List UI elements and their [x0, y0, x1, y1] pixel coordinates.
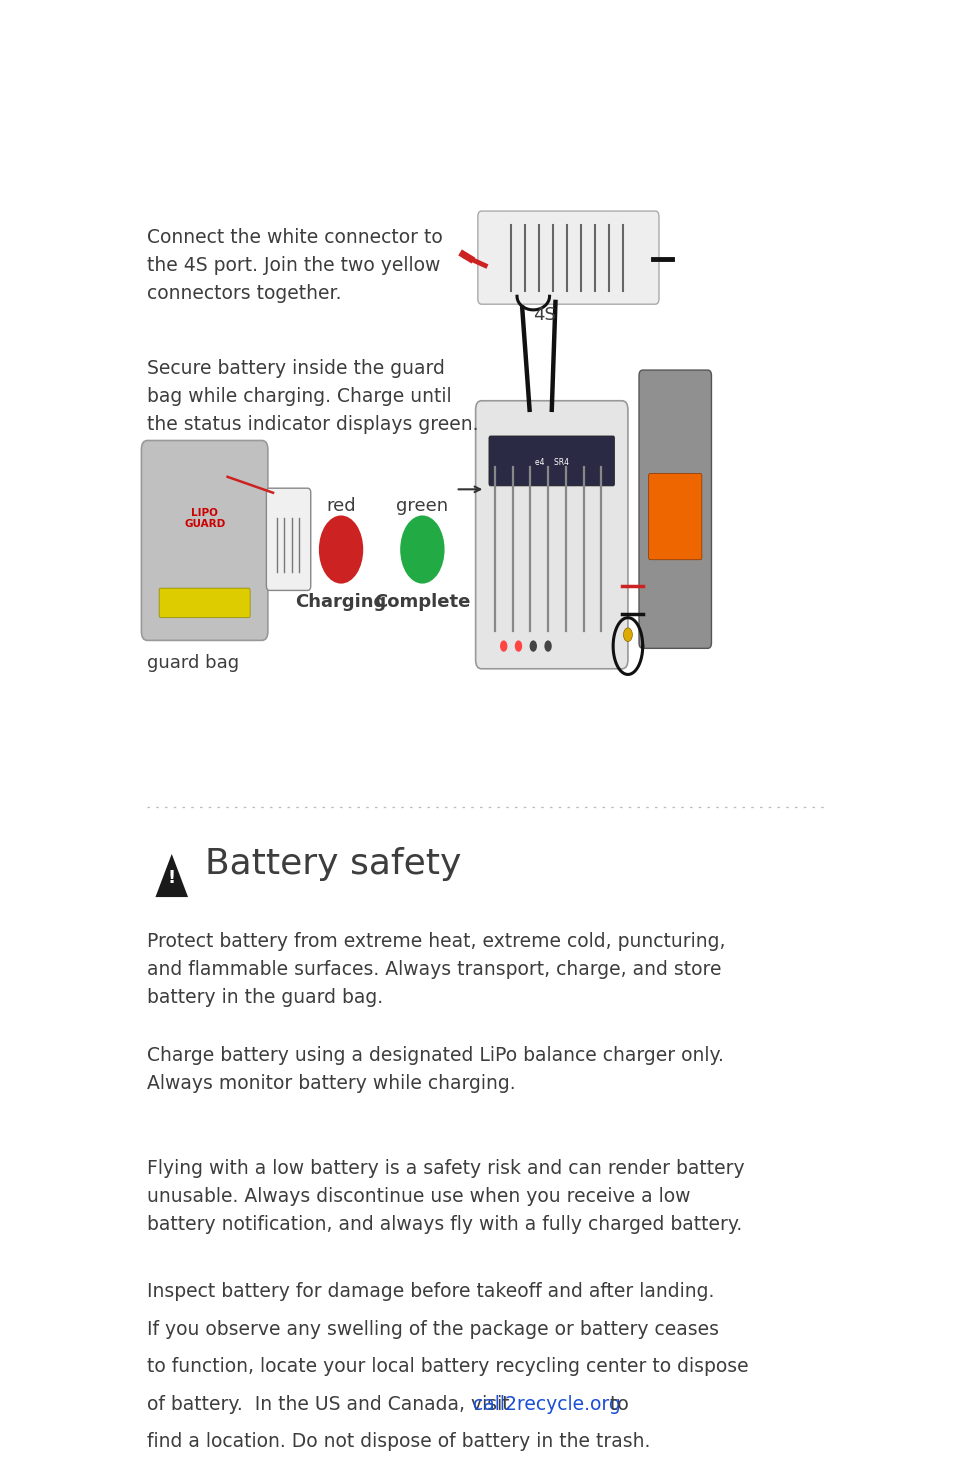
Circle shape	[544, 640, 551, 652]
Text: Secure battery inside the guard
bag while charging. Charge until
the status indi: Secure battery inside the guard bag whil…	[147, 358, 478, 434]
FancyBboxPatch shape	[476, 401, 627, 668]
FancyBboxPatch shape	[266, 488, 311, 590]
Circle shape	[318, 515, 363, 584]
FancyBboxPatch shape	[159, 589, 250, 618]
Text: green: green	[395, 497, 448, 515]
Text: to: to	[603, 1394, 628, 1413]
Circle shape	[400, 515, 444, 584]
Text: Protect battery from extreme heat, extreme cold, puncturing,
and flammable surfa: Protect battery from extreme heat, extre…	[147, 932, 725, 1007]
Text: e4    SR4: e4 SR4	[535, 457, 568, 466]
Circle shape	[499, 640, 507, 652]
Circle shape	[529, 640, 537, 652]
FancyBboxPatch shape	[141, 441, 268, 640]
Text: Charge battery using a designated LiPo balance charger only.
Always monitor batt: Charge battery using a designated LiPo b…	[147, 1046, 723, 1093]
FancyBboxPatch shape	[477, 211, 659, 304]
Text: Connect the white connector to
the 4S port. Join the two yellow
connectors toget: Connect the white connector to the 4S po…	[147, 229, 442, 302]
FancyBboxPatch shape	[639, 370, 711, 649]
Text: 4S: 4S	[533, 307, 556, 324]
Text: !: !	[168, 869, 175, 886]
FancyBboxPatch shape	[488, 437, 614, 485]
Text: red: red	[326, 497, 355, 515]
FancyBboxPatch shape	[648, 473, 701, 559]
Text: Inspect battery for damage before takeoff and after landing.: Inspect battery for damage before takeof…	[147, 1282, 714, 1301]
Circle shape	[515, 640, 521, 652]
Polygon shape	[155, 854, 188, 897]
Text: Complete: Complete	[374, 593, 470, 611]
Text: of battery.  In the US and Canada, visit: of battery. In the US and Canada, visit	[147, 1394, 516, 1413]
Text: to function, locate your local battery recycling center to dispose: to function, locate your local battery r…	[147, 1357, 748, 1376]
Text: find a location. Do not dispose of battery in the trash.: find a location. Do not dispose of batte…	[147, 1432, 650, 1451]
Text: Battery safety: Battery safety	[205, 847, 461, 881]
Text: Flying with a low battery is a safety risk and can render battery
unusable. Alwa: Flying with a low battery is a safety ri…	[147, 1159, 744, 1235]
Text: LIPO
GUARD: LIPO GUARD	[184, 507, 225, 530]
Text: guard bag: guard bag	[147, 653, 239, 673]
Text: Charging: Charging	[295, 593, 386, 611]
Text: If you observe any swelling of the package or battery ceases: If you observe any swelling of the packa…	[147, 1320, 719, 1339]
Text: call2recycle.org: call2recycle.org	[472, 1394, 619, 1413]
Circle shape	[623, 628, 632, 642]
